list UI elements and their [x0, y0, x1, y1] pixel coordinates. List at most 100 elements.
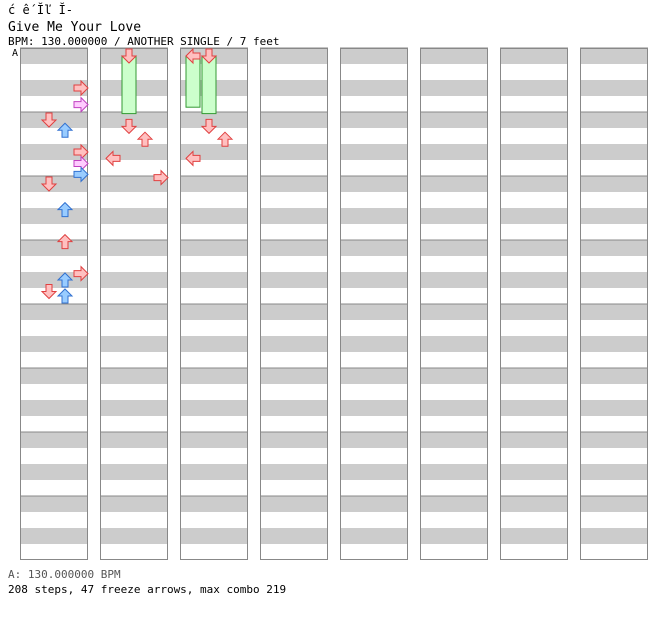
beat-stripe — [260, 432, 328, 448]
chart-column — [20, 47, 88, 560]
beat-stripe — [260, 400, 328, 416]
step-arrow-left — [105, 150, 121, 167]
step-arrow-up — [136, 131, 154, 147]
step-arrow-left — [185, 150, 201, 167]
beat-stripe — [500, 208, 568, 224]
stats-footer: 208 steps, 47 freeze arrows, max combo 2… — [8, 583, 287, 596]
beat-stripe — [500, 368, 568, 384]
step-arrow-up — [56, 122, 74, 138]
step-arrow-right — [73, 166, 89, 183]
beat-stripe — [180, 208, 248, 224]
step-arrow-up — [216, 131, 234, 147]
beat-stripe — [180, 464, 248, 480]
beat-stripe — [180, 272, 248, 288]
beat-stripe — [260, 336, 328, 352]
step-arrow-right — [73, 79, 89, 97]
beat-stripe — [180, 176, 248, 192]
beat-stripe — [260, 528, 328, 544]
beat-stripe — [420, 496, 488, 512]
beat-stripe — [20, 80, 88, 96]
step-arrow-left — [185, 47, 201, 65]
beat-stripe — [500, 240, 568, 256]
step-arrow-right — [73, 265, 89, 282]
beat-stripe — [420, 176, 488, 192]
beat-stripe — [580, 464, 648, 480]
beat-stripe — [180, 528, 248, 544]
beat-stripe — [20, 336, 88, 352]
column-border — [500, 48, 568, 560]
beat-stripe — [180, 368, 248, 384]
beat-stripe — [500, 304, 568, 320]
beat-stripe — [420, 528, 488, 544]
beat-stripe — [100, 304, 168, 320]
freeze-arrow-body — [121, 55, 137, 115]
beat-stripe — [500, 400, 568, 416]
beat-stripe — [580, 80, 648, 96]
beat-stripe — [260, 48, 328, 64]
beat-stripe — [580, 496, 648, 512]
beat-stripe — [580, 432, 648, 448]
song-title: Give Me Your Love — [8, 20, 142, 35]
beat-stripe — [180, 112, 248, 128]
beat-stripe — [420, 272, 488, 288]
beat-stripe — [20, 144, 88, 160]
beat-stripe — [580, 336, 648, 352]
beat-stripe — [100, 464, 168, 480]
step-arrow-down — [200, 118, 218, 135]
beat-stripe — [340, 208, 408, 224]
bpm-marker-label: A — [12, 48, 19, 59]
beat-stripe — [20, 400, 88, 416]
beat-stripe — [180, 336, 248, 352]
beat-stripe — [580, 304, 648, 320]
beat-stripe — [260, 144, 328, 160]
freeze-arrow-body — [201, 55, 217, 115]
beat-stripe — [420, 80, 488, 96]
beat-stripe — [580, 112, 648, 128]
beat-stripe — [580, 400, 648, 416]
step-arrow-up — [56, 288, 74, 304]
chart-column — [260, 47, 328, 560]
column-border — [580, 48, 648, 560]
beat-stripe — [340, 304, 408, 320]
chart-column — [340, 47, 408, 560]
step-arrow-right — [153, 169, 169, 186]
beat-stripe — [500, 176, 568, 192]
column-border — [420, 48, 488, 560]
beat-stripe — [420, 144, 488, 160]
column-border — [20, 48, 88, 560]
beat-stripe — [260, 240, 328, 256]
beat-stripe — [340, 336, 408, 352]
beat-stripe — [100, 432, 168, 448]
beat-stripe — [20, 272, 88, 288]
beat-stripe — [340, 432, 408, 448]
beat-stripe — [100, 272, 168, 288]
column-border — [100, 48, 168, 560]
beat-stripe — [100, 528, 168, 544]
beat-stripe — [420, 304, 488, 320]
beat-stripe — [260, 80, 328, 96]
step-arrow-down — [40, 112, 58, 128]
beat-stripe — [340, 400, 408, 416]
beat-stripe — [340, 176, 408, 192]
beat-stripe — [500, 80, 568, 96]
beat-stripe — [100, 176, 168, 192]
step-arrow-down — [120, 48, 138, 64]
column-border — [180, 48, 248, 560]
beat-stripe — [420, 208, 488, 224]
header-garbled-text: ć ế Ĭľ Ĭ- — [8, 3, 74, 17]
beat-stripe — [260, 176, 328, 192]
beat-stripe — [100, 208, 168, 224]
beat-stripe — [580, 240, 648, 256]
beat-stripe — [340, 240, 408, 256]
column-border — [260, 48, 328, 560]
beat-stripe — [580, 176, 648, 192]
beat-stripe — [420, 432, 488, 448]
beat-stripe — [20, 304, 88, 320]
beat-stripe — [180, 432, 248, 448]
beat-stripe — [500, 528, 568, 544]
beat-stripe — [580, 144, 648, 160]
beat-stripe — [500, 48, 568, 64]
chart-column — [100, 47, 168, 560]
chart-column — [580, 47, 648, 560]
